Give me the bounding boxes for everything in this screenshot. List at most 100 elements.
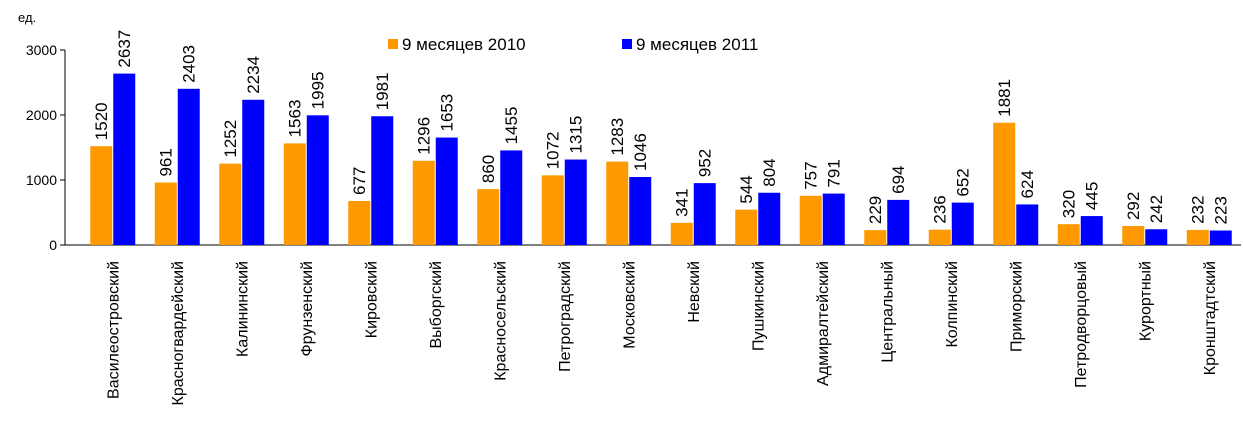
bar <box>113 73 136 245</box>
x-tick-label: Московский <box>621 261 638 349</box>
bar <box>799 195 822 245</box>
y-tick-label: 2000 <box>26 107 57 123</box>
bar <box>951 202 974 245</box>
x-tick-label: Фрунзенский <box>299 261 316 356</box>
value-label: 1520 <box>92 102 111 140</box>
value-label: 2234 <box>244 56 263 94</box>
legend-label: 9 месяцев 2011 <box>636 35 758 54</box>
y-tick-label: 1000 <box>26 172 57 188</box>
value-label: 223 <box>1212 196 1231 224</box>
value-label: 1563 <box>286 100 305 138</box>
x-tick-label: Выборгский <box>428 261 445 349</box>
value-label: 236 <box>931 195 950 223</box>
bar <box>1016 204 1039 245</box>
y-tick-label: 0 <box>49 237 57 253</box>
bar <box>435 137 458 245</box>
value-label: 1072 <box>544 131 563 169</box>
x-tick-label: Петродворцовый <box>1073 261 1090 388</box>
bar <box>928 229 951 245</box>
value-label: 544 <box>737 175 756 203</box>
bar <box>606 161 629 245</box>
value-label: 1455 <box>502 107 521 145</box>
x-tick-label: Василеостровский <box>105 261 122 399</box>
value-label: 1283 <box>608 118 627 156</box>
x-tick-label: Невский <box>686 261 703 323</box>
bar <box>1186 229 1209 245</box>
x-tick-label: Кронштадтский <box>1202 261 1219 375</box>
bar <box>629 177 652 245</box>
value-label: 1296 <box>415 117 434 155</box>
bar <box>477 189 500 245</box>
bar <box>371 116 394 245</box>
value-label: 1046 <box>631 133 650 171</box>
legend-swatch <box>388 39 398 49</box>
y-axis-label: ед. <box>18 10 36 25</box>
value-label: 445 <box>1083 182 1102 210</box>
value-label: 677 <box>350 167 369 195</box>
y-tick-label: 3000 <box>26 42 57 58</box>
bar <box>1122 226 1145 245</box>
legend-label: 9 месяцев 2010 <box>402 35 526 54</box>
bar <box>219 163 242 245</box>
bar <box>541 175 564 245</box>
x-tick-label: Красногвардейский <box>170 261 187 405</box>
value-label: 860 <box>479 155 498 183</box>
value-label: 1981 <box>373 72 392 110</box>
bar <box>306 115 329 245</box>
x-tick-label: Петроградский <box>557 261 574 372</box>
bar <box>735 209 758 245</box>
bar <box>500 150 523 245</box>
bar <box>993 122 1016 245</box>
bar <box>1145 229 1168 245</box>
value-label: 652 <box>954 168 973 196</box>
value-label: 1653 <box>438 94 457 132</box>
bar <box>242 99 265 245</box>
bar <box>90 146 113 245</box>
value-label: 1315 <box>567 116 586 154</box>
bar <box>887 199 910 245</box>
x-tick-label: Пушкинский <box>750 261 767 351</box>
bar <box>822 193 845 245</box>
x-tick-label: Центральный <box>879 261 896 363</box>
bar <box>283 143 306 245</box>
x-tick-label: Колпинский <box>944 261 961 348</box>
value-label: 1881 <box>995 79 1014 117</box>
x-tick-label: Адмиралтейский <box>815 261 832 386</box>
bar <box>348 200 371 245</box>
value-label: 229 <box>866 196 885 224</box>
legend-swatch <box>622 39 632 49</box>
value-label: 961 <box>157 148 176 176</box>
value-label: 341 <box>673 188 692 216</box>
bar <box>564 159 587 245</box>
bar <box>758 192 781 245</box>
bar <box>1209 230 1232 245</box>
x-tick-label: Калининский <box>234 261 251 357</box>
value-label: 624 <box>1018 170 1037 198</box>
x-tick-label: Кировский <box>363 261 380 338</box>
value-label: 1252 <box>221 120 240 158</box>
x-tick-label: Красносельский <box>492 261 509 381</box>
value-label: 2637 <box>115 30 134 68</box>
value-label: 292 <box>1124 192 1143 220</box>
value-label: 232 <box>1189 196 1208 224</box>
bar <box>154 182 177 245</box>
bar <box>1057 224 1080 245</box>
bar <box>412 160 435 245</box>
value-label: 757 <box>802 161 821 189</box>
value-label: 320 <box>1060 190 1079 218</box>
bar <box>1080 216 1103 245</box>
value-label: 2403 <box>180 45 199 83</box>
value-label: 1995 <box>309 71 328 109</box>
value-label: 242 <box>1147 195 1166 223</box>
value-label: 791 <box>825 159 844 187</box>
x-tick-label: Курортный <box>1137 261 1154 341</box>
bar <box>177 88 200 246</box>
x-tick-label: Приморский <box>1008 261 1025 352</box>
value-label: 952 <box>696 149 715 177</box>
value-label: 804 <box>760 158 779 186</box>
bar <box>693 183 716 245</box>
bar <box>670 222 693 245</box>
value-label: 694 <box>889 166 908 194</box>
bar <box>864 230 887 245</box>
